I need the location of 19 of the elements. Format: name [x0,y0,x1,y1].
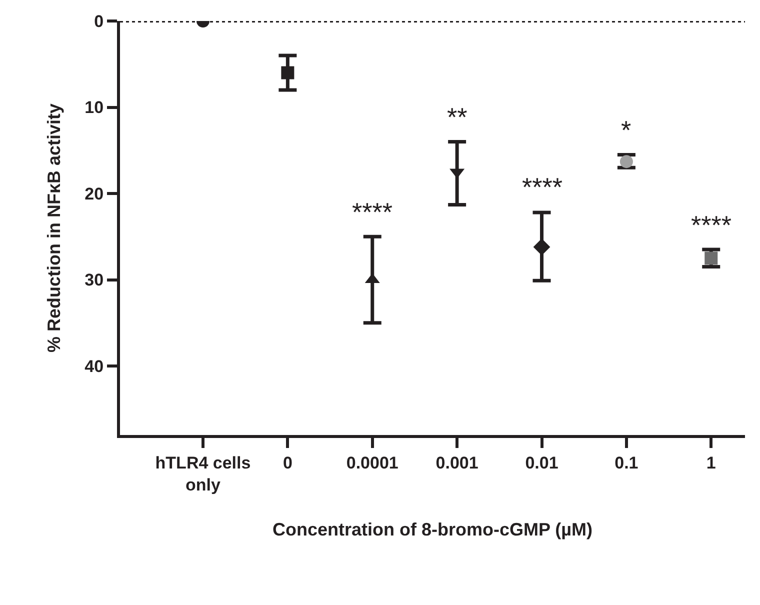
y-tick-label: 0 [94,12,104,31]
annotation: * [621,115,632,145]
x-tick-label: hTLR4 cells only [155,453,251,494]
annotation: **** [691,210,732,240]
x-tick-label: 0.1 [614,453,638,472]
x-axis-title: Concentration of 8-bromo-cGMP (µM) [272,520,593,540]
annotation: **** [352,197,392,227]
x-tick-label: 0.0001 [346,453,398,472]
x-tick-label: 0.001 [436,453,478,472]
x-tick-label: 1 [706,453,716,472]
annotation: ** [447,102,468,132]
x-tick-label: 0.01 [525,453,558,472]
y-tick-label: 20 [84,184,104,204]
x-tick-label: 0 [282,453,292,472]
y-tick-label: 10 [84,98,104,118]
y-tick-label: 40 [84,356,104,376]
y-axis-title: % Reduction in NFκB activity [44,103,64,353]
y-tick-label: 30 [84,270,104,290]
annotation: **** [522,172,562,202]
